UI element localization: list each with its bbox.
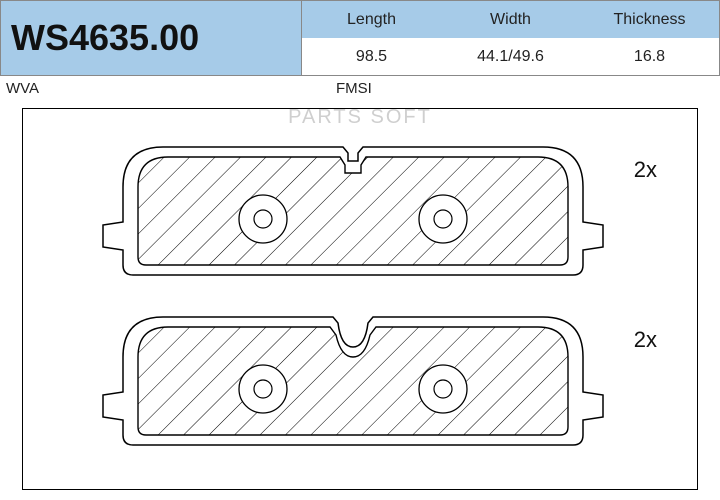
brake-pad-diagram: PARTS SOFT 2x 2x [22,108,698,490]
friction-bottom [138,327,568,435]
part-number: WS4635.00 [1,1,302,75]
spec-header: WS4635.00 Length Width Thickness 98.5 44… [0,0,720,76]
spec-columns: Length Width Thickness 98.5 44.1/49.6 16… [302,1,719,75]
sub-header: WVA FMSI [0,76,720,102]
width-value: 44.1/49.6 [441,38,580,75]
thickness-value: 16.8 [580,38,719,75]
pad-drawing [23,109,695,487]
length-label: Length [302,1,441,38]
width-label: Width [441,1,580,38]
length-value: 98.5 [302,38,441,75]
friction-top [138,157,568,265]
wva-label: WVA [6,80,336,102]
thickness-label: Thickness [580,1,719,38]
fmsi-label: FMSI [336,80,720,102]
